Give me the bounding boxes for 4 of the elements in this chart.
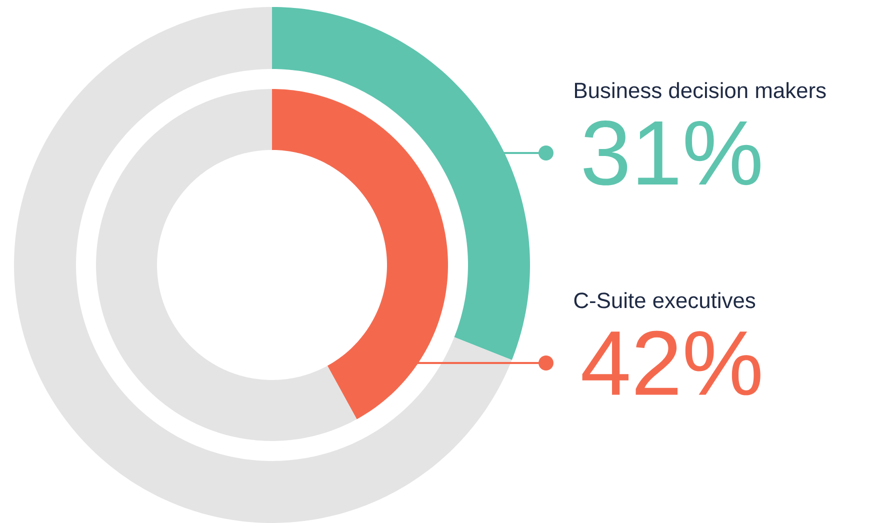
slice-label: Business decision makers <box>575 82 826 98</box>
data-label: 31% <box>584 120 760 186</box>
slice-label: C-Suite executives <box>574 292 756 308</box>
data-label: 42% <box>582 330 760 396</box>
